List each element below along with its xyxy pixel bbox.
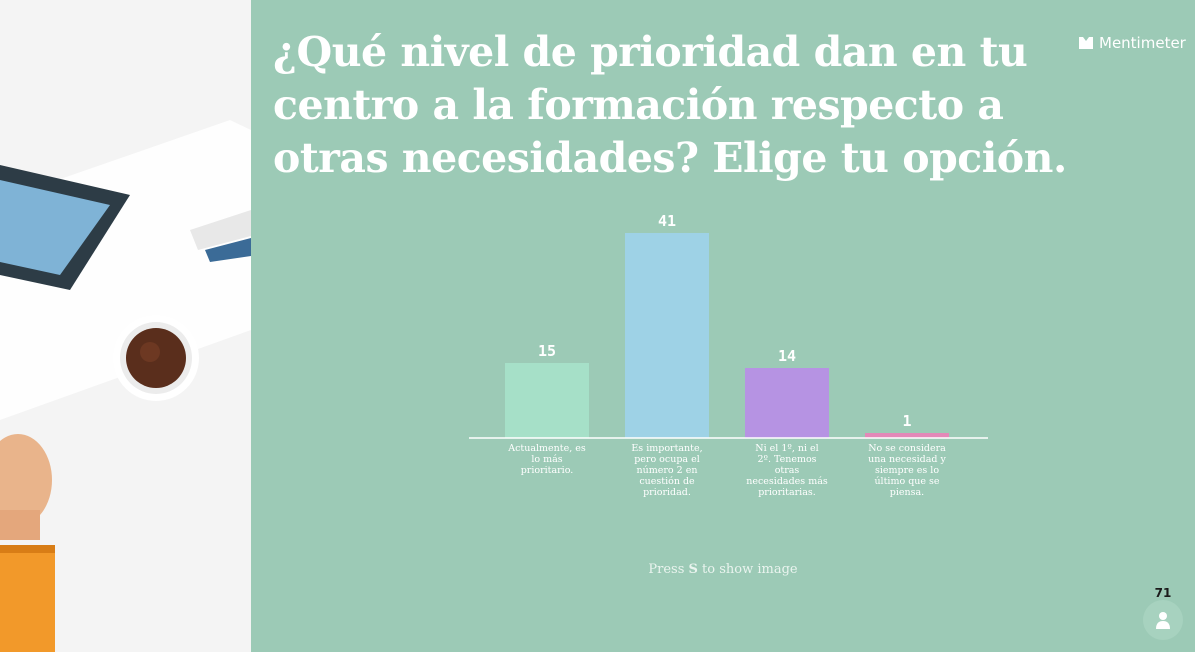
hand-icon [0,434,52,526]
presentation-slide: ¿Qué nivel de prioridad dan en tu centro… [251,0,1195,652]
results-bar-chart: 15 Actualmente, es lo más prioritario. 41 Es … [469,212,988,498]
sleeve-icon [0,545,55,652]
person-icon [1156,612,1170,629]
press-hint: Press S to show image [251,562,1195,577]
question-title: ¿Qué nivel de prioridad dan en tu centro… [273,28,1067,182]
bar-1 [505,363,589,438]
participants-button[interactable] [1143,600,1183,640]
category-label-4: No se considera una necesidad y siempre es… [868,443,946,498]
mentimeter-logo-icon [1079,37,1093,49]
participant-count: 71 [1154,586,1172,600]
mentimeter-brand: Mentimeter [1079,33,1186,53]
desk-illustration [0,0,251,652]
brand-name: Mentimeter [1099,34,1186,52]
decorative-desk-image [0,0,251,652]
bar-value-label-3: 14 [778,347,796,365]
press-hint-suffix: to show image [697,562,798,577]
bar-value-label-1: 15 [538,342,556,360]
category-label-3: Ni el 1º, ni el 2º. Tenemos otras necesidad… [746,443,828,498]
category-label-1: Actualmente, es lo más prioritario. [507,443,586,476]
press-hint-prefix: Press [648,562,689,577]
tablet-icon [205,238,251,262]
category-label-2: Es importante, pero ocupa el número 2 en cu… [631,443,702,498]
bar-value-label-4: 1 [902,412,911,430]
bar-4 [865,433,949,438]
bar-2 [625,233,709,438]
bar-3 [745,368,829,438]
bar-value-label-2: 41 [658,212,676,230]
press-hint-key: S [688,562,698,577]
